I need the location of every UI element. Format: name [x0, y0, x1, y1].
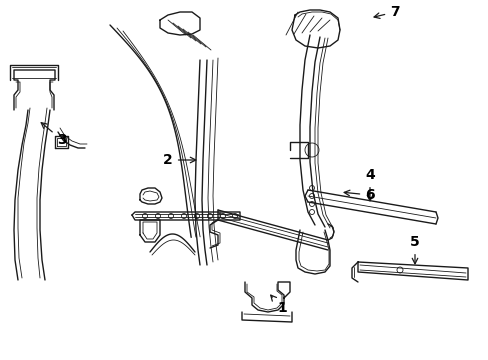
- Text: 7: 7: [373, 5, 399, 19]
- Text: 6: 6: [344, 188, 374, 202]
- Text: 5: 5: [409, 235, 419, 264]
- Text: 2: 2: [163, 153, 195, 167]
- Text: 3: 3: [41, 123, 67, 147]
- Text: 1: 1: [270, 295, 286, 315]
- Text: 4: 4: [365, 168, 374, 201]
